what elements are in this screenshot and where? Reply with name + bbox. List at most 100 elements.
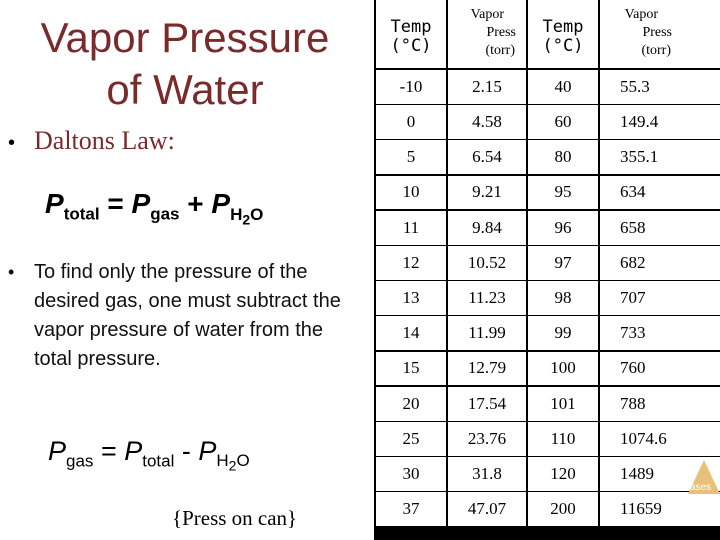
bullet-daltons-law: • Daltons Law: xyxy=(8,126,175,156)
pressure-cell-right: 788 xyxy=(600,386,720,421)
corner-decoration: ases xyxy=(688,460,720,500)
pressure-cell-right: 1074.6 xyxy=(600,422,720,456)
header-vp-unit: (torr) xyxy=(485,43,515,58)
eq-subscript-h2o: H2O xyxy=(216,451,250,473)
pressure-cell-left: 6.54 xyxy=(448,140,526,175)
temp-cell-left: 30 xyxy=(376,457,446,491)
temp-cell-left: 14 xyxy=(376,316,446,351)
pressure-cell-left: 31.8 xyxy=(448,457,526,491)
equation-gas-pressure: Pgas = Ptotal - PH2O xyxy=(48,436,250,474)
slide-title: Vapor Pressure of Water xyxy=(20,12,350,116)
temp-cell-right: 120 xyxy=(528,457,598,491)
eq-operator: + xyxy=(179,188,212,219)
temp-cell-right: 99 xyxy=(528,316,598,351)
eq-operator: - xyxy=(174,436,199,466)
press-on-can-note: {Press on can} xyxy=(172,506,298,530)
pressure-cell-right: 11659 xyxy=(600,492,720,527)
pressure-cell-right: 733 xyxy=(600,316,720,351)
bullet-dot-icon: • xyxy=(8,132,16,154)
triangle-icon xyxy=(688,460,720,494)
eq-sub-o: O xyxy=(236,451,250,471)
header-vp-label: Press xyxy=(486,25,516,40)
header-temp-label: Temp xyxy=(542,17,584,37)
pressure-cell-right: 149.4 xyxy=(600,105,720,139)
temp-cell-right: 80 xyxy=(528,140,598,175)
bullet-text: To find only the pressure of the desired… xyxy=(34,261,341,370)
header-temp-right: Temp (°C) xyxy=(528,0,598,68)
corner-label: ases xyxy=(690,482,712,493)
pressure-cell-left: 10.52 xyxy=(448,246,526,280)
eq-symbol: P xyxy=(211,188,231,219)
eq-subscript: gas xyxy=(66,451,94,471)
temp-cell-right: 96 xyxy=(528,210,598,245)
pressure-cell-left: 47.07 xyxy=(448,492,526,527)
temp-cell-left: 37 xyxy=(376,492,446,527)
eq-sub-o: O xyxy=(250,204,264,224)
temp-cell-right: 97 xyxy=(528,246,598,280)
temp-cell-right: 100 xyxy=(528,351,598,386)
header-vp-left: Vapor Press (torr) xyxy=(448,0,526,68)
pressure-cell-right: 634 xyxy=(600,175,720,210)
header-vp-label: Press xyxy=(642,25,672,40)
temp-cell-left: 0 xyxy=(376,105,446,139)
eq-symbol: P xyxy=(48,436,67,466)
eq-symbol: P xyxy=(124,436,143,466)
temp-cell-left: 5 xyxy=(376,140,446,175)
header-vp-label: Vapor xyxy=(470,7,504,22)
pressure-cell-right: 707 xyxy=(600,281,720,315)
eq-sub-h: H xyxy=(216,451,229,471)
pressure-cell-left: 9.84 xyxy=(448,210,526,245)
eq-symbol: P xyxy=(131,188,151,219)
pressure-cell-left: 12.79 xyxy=(448,351,526,386)
pressure-cell-right: 55.3 xyxy=(600,70,720,104)
eq-operator: = xyxy=(99,188,132,219)
eq-operator: = xyxy=(93,436,125,466)
temp-cell-left: 10 xyxy=(376,175,446,210)
temp-cell-left: -10 xyxy=(376,70,446,104)
eq-symbol: P xyxy=(198,436,217,466)
temp-cell-left: 11 xyxy=(376,210,446,245)
temp-cell-left: 20 xyxy=(376,386,446,421)
eq-subscript: total xyxy=(63,204,100,224)
header-temp-unit: (°C) xyxy=(390,36,432,56)
title-line-1: Vapor Pressure xyxy=(40,14,330,61)
header-temp-unit: (°C) xyxy=(542,36,584,56)
equation-total-pressure: Ptotal = Pgas + PH2O xyxy=(45,188,263,227)
pressure-cell-left: 23.76 xyxy=(448,422,526,456)
temp-cell-right: 95 xyxy=(528,175,598,210)
pressure-cell-left: 9.21 xyxy=(448,175,526,210)
eq-sub-2: 2 xyxy=(228,457,237,474)
temp-cell-right: 101 xyxy=(528,386,598,421)
eq-subscript: total xyxy=(142,451,175,471)
pressure-cell-left: 11.23 xyxy=(448,281,526,315)
pressure-cell-right: 355.1 xyxy=(600,140,720,175)
header-vp-unit: (torr) xyxy=(641,43,671,58)
eq-symbol: P xyxy=(45,188,64,219)
temp-cell-left: 13 xyxy=(376,281,446,315)
temp-cell-right: 200 xyxy=(528,492,598,527)
header-vp-right: Vapor Press (torr) xyxy=(600,0,720,68)
temp-cell-left: 12 xyxy=(376,246,446,280)
pressure-cell-right: 658 xyxy=(600,210,720,245)
vapor-pressure-table: Temp (°C) Vapor Press (torr) Temp (°C) V… xyxy=(374,0,720,540)
title-line-2: of Water xyxy=(106,66,264,113)
eq-subscript-h2o: H2O xyxy=(230,204,264,227)
bullet-text: Daltons Law: xyxy=(34,126,175,155)
temp-cell-right: 98 xyxy=(528,281,598,315)
pressure-cell-left: 17.54 xyxy=(448,386,526,421)
header-temp-left: Temp (°C) xyxy=(376,0,446,68)
pressure-cell-right: 760 xyxy=(600,351,720,386)
header-temp-label: Temp xyxy=(390,17,432,37)
temp-cell-right: 110 xyxy=(528,422,598,456)
bullet-subtract-explanation: • To find only the pressure of the desir… xyxy=(8,258,343,374)
pressure-cell-left: 11.99 xyxy=(448,316,526,351)
pressure-cell-left: 4.58 xyxy=(448,105,526,139)
pressure-cell-right: 682 xyxy=(600,246,720,280)
pressure-cell-left: 2.15 xyxy=(448,70,526,104)
eq-sub-h: H xyxy=(230,204,243,224)
eq-sub-2: 2 xyxy=(242,210,251,227)
eq-subscript: gas xyxy=(150,204,180,224)
temp-cell-left: 15 xyxy=(376,351,446,386)
temp-cell-left: 25 xyxy=(376,422,446,456)
bullet-dot-icon: • xyxy=(8,262,15,282)
